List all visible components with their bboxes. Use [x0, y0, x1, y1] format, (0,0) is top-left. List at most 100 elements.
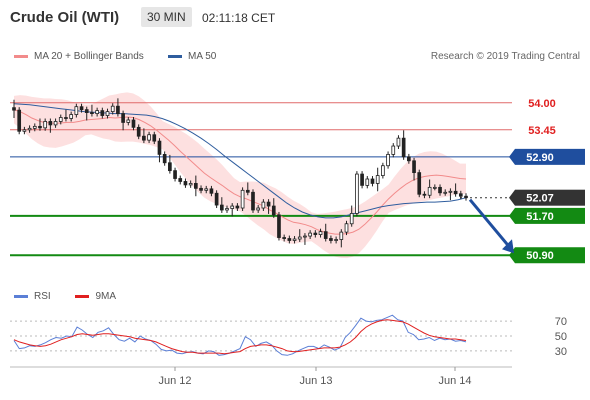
candle-body [360, 173, 364, 186]
candle-body [464, 195, 468, 199]
candle-body [53, 121, 58, 126]
forecast-arrow-shaft [468, 198, 510, 247]
candle-body [391, 145, 396, 155]
instrument-title: Crude Oil (WTI) [10, 9, 120, 26]
candle-body [251, 191, 255, 211]
candle-body [375, 175, 380, 184]
rsi-label: RSI [34, 291, 51, 302]
ma50-label: MA 50 [188, 51, 217, 62]
price-level-label-54.00: 54.00 [528, 98, 556, 110]
candle-body [43, 121, 48, 129]
candle-body [84, 109, 89, 113]
candle-body [292, 238, 297, 241]
bollinger-band [14, 92, 466, 259]
legend-ma50: MA 50 [168, 51, 216, 62]
candle-body [261, 201, 266, 209]
candle-body [183, 181, 188, 186]
candle-body [458, 193, 463, 197]
candle-body [303, 235, 307, 238]
candle-body [142, 135, 146, 141]
candle-body [334, 239, 338, 241]
candle-body [162, 154, 167, 164]
candle-body [32, 125, 37, 129]
candle-body [329, 238, 333, 241]
candle-body [432, 186, 437, 189]
candle-body [17, 109, 22, 132]
x-tick-label: Jun 12 [158, 375, 191, 387]
candle-body [58, 117, 63, 122]
candle-body [381, 165, 385, 176]
candle-body [110, 105, 115, 113]
candle-body [194, 183, 198, 189]
rsi-ma-swatch [75, 294, 90, 298]
candle-body [168, 162, 172, 172]
candle-body [448, 190, 453, 193]
candle-body [355, 173, 359, 214]
candle-body [407, 156, 411, 162]
candle-body [105, 111, 110, 116]
candle-body [396, 137, 401, 147]
candle-body [214, 192, 219, 206]
candle-body [297, 236, 302, 240]
candle-body [22, 129, 27, 132]
candle-body [199, 187, 203, 191]
price-level-box-51.70 [515, 207, 585, 224]
candle-body [90, 112, 94, 114]
candle-body [443, 191, 448, 194]
candle-body [157, 140, 162, 155]
rsi-tick-label: 30 [555, 346, 567, 358]
candle-body [287, 238, 292, 241]
candle-body [318, 231, 323, 235]
candle-body [173, 170, 177, 179]
candle-body [277, 214, 281, 238]
candle-body [48, 121, 53, 126]
candle-body [147, 134, 151, 141]
timeframe-badge[interactable]: 30 MIN [141, 7, 192, 27]
candle-body [308, 232, 312, 237]
ma20-label: MA 20 + Bollinger Bands [34, 51, 144, 62]
candle-body [323, 231, 328, 239]
rsi-swatch [14, 294, 28, 298]
legend-ma20: MA 20 + Bollinger Bands [14, 51, 144, 62]
candle-body [349, 213, 354, 225]
price-level-box-52.07 [515, 189, 585, 206]
research-credit: Research © 2019 Trading Central [430, 51, 580, 62]
candle-body [271, 205, 276, 216]
price-level-arrow-51.70 [509, 207, 515, 224]
x-tick-label: Jun 14 [438, 375, 471, 387]
forecast-arrowhead [502, 239, 514, 254]
candle-body [64, 117, 68, 119]
ma50-swatch [168, 54, 182, 58]
candle-body [27, 127, 32, 131]
ma20-swatch [14, 54, 28, 58]
price-level-label-52.90: 52.90 [526, 152, 554, 164]
candle-body [12, 107, 16, 111]
candle-body [344, 223, 349, 233]
candle-body [235, 205, 240, 209]
candle-body [453, 190, 458, 195]
candle-body [116, 105, 120, 114]
candle-body [422, 193, 427, 196]
candle-body [313, 232, 318, 235]
candle-body [121, 113, 125, 123]
price-level-label-53.45: 53.45 [528, 125, 556, 137]
candle-body [188, 183, 193, 186]
candle-body [412, 160, 416, 174]
price-level-label-50.90: 50.90 [526, 250, 554, 262]
candle-body [100, 110, 105, 116]
rsi-line [13, 314, 467, 356]
candle-body [136, 126, 141, 137]
candle-body [209, 188, 214, 194]
candle-body [240, 189, 245, 209]
candle-body [38, 125, 42, 129]
price-level-arrow-52.90 [509, 148, 515, 165]
rsi-ma-line [13, 319, 467, 355]
candle-body [204, 188, 209, 191]
candle-body [219, 204, 224, 211]
candle-body [225, 208, 229, 211]
candle-body [339, 231, 344, 240]
ma50-line [13, 103, 467, 219]
price-level-box-52.90 [515, 148, 585, 165]
candle-body [365, 178, 370, 186]
candle-body [256, 207, 261, 211]
